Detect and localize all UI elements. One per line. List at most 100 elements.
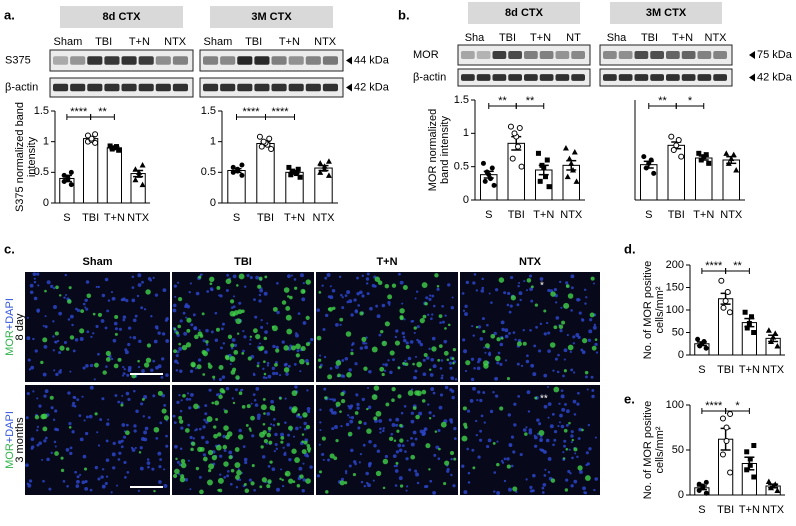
nucleus-dot: [432, 414, 436, 418]
nucleus-dot: [301, 489, 305, 493]
x-tick-label: T+N: [693, 209, 714, 221]
nucleus-dot: [488, 351, 491, 354]
nucleus-dot: [161, 357, 165, 361]
nucleus-dot: [395, 423, 399, 427]
nucleus-dot: [75, 307, 78, 311]
nucleus-dot: [499, 342, 504, 347]
nucleus-dot: [419, 342, 424, 347]
mor-cell: [120, 403, 124, 407]
nucleus-dot: [553, 430, 558, 434]
mor-cell: [375, 410, 382, 417]
lane-label: TBI: [499, 32, 516, 44]
mor-cell: [294, 457, 300, 463]
time-header-box: [210, 6, 333, 28]
x-tick-label: T+N: [284, 212, 305, 224]
nucleus-dot: [202, 339, 206, 343]
nucleus-dot: [430, 387, 435, 391]
significance-label: *: [688, 95, 693, 107]
mor-cell: [42, 426, 48, 432]
data-point: [509, 155, 516, 162]
nucleus-dot: [384, 454, 389, 459]
lane-label: Sham: [204, 36, 233, 48]
nucleus-dot: [541, 486, 545, 490]
nucleus-dot: [25, 416, 29, 420]
blot-band: [603, 74, 617, 81]
nucleus-dot: [95, 324, 99, 329]
nucleus-dot: [416, 481, 420, 485]
mor-cell: [305, 478, 311, 484]
mor-cell: [324, 396, 328, 400]
nucleus-dot: [473, 367, 476, 370]
data-point: [765, 327, 772, 333]
nucleus-dot: [395, 450, 400, 454]
mor-cell: [234, 474, 240, 480]
mor-cell: [235, 375, 240, 380]
y-tick-label: 1: [43, 136, 49, 148]
blot-band: [713, 51, 727, 59]
mor-cell: [137, 359, 140, 363]
data-point: [325, 172, 332, 178]
mor-cell: [113, 363, 119, 369]
mor-cell: [327, 307, 331, 311]
nucleus-dot: [477, 357, 482, 362]
nucleus-dot: [150, 314, 153, 318]
nucleus-dot: [165, 434, 168, 438]
blot-band: [322, 56, 338, 65]
nucleus-dot: [350, 313, 354, 317]
nucleus-dot: [231, 397, 234, 400]
mor-cell: [280, 440, 284, 444]
nucleus-dot: [118, 451, 122, 455]
mor-cell: [177, 296, 183, 302]
nucleus-dot: [157, 364, 162, 369]
data-point: [132, 176, 139, 183]
data-point: [673, 142, 680, 149]
nucleus-dot: [190, 323, 194, 327]
data-point: [564, 173, 571, 180]
nucleus-dot: [138, 339, 142, 344]
nucleus-dot: [354, 309, 358, 312]
mor-cell: [279, 477, 282, 481]
nucleus-dot: [266, 412, 271, 416]
nucleus-dot: [398, 448, 403, 453]
mor-cell: [591, 345, 597, 351]
nucleus-dot: [564, 402, 567, 406]
nucleus-dot: [52, 349, 55, 352]
nucleus-dot: [69, 446, 73, 450]
nucleus-dot: [283, 363, 288, 367]
nucleus-dot: [217, 393, 220, 396]
nucleus-dot: [472, 334, 476, 337]
mor-cell: [534, 303, 538, 307]
data-point: [230, 164, 236, 170]
nucleus-dot: [404, 359, 407, 362]
mor-cell: [405, 344, 410, 349]
nucleus-dot: [526, 390, 531, 395]
mor-cell: [196, 364, 202, 370]
nucleus-dot: [230, 347, 234, 350]
y-tick-label: 200: [666, 259, 684, 271]
nucleus-dot: [378, 419, 383, 423]
nucleus-dot: [574, 452, 577, 455]
nucleus-dot: [243, 335, 247, 339]
nucleus-dot: [101, 293, 106, 298]
nucleus-dot: [319, 408, 322, 411]
mor-cell: [186, 328, 191, 333]
nucleus-dot: [276, 310, 280, 315]
nucleus-dot: [122, 318, 126, 322]
nucleus-dot: [220, 327, 224, 331]
nucleus-dot: [369, 306, 373, 311]
nucleus-dot: [359, 290, 363, 295]
x-tick-label: TBI: [82, 212, 99, 224]
nucleus-dot: [576, 297, 580, 302]
mor-cell: [191, 441, 196, 446]
nucleus-dot: [137, 365, 141, 369]
nucleus-dot: [543, 373, 548, 378]
nucleus-dot: [306, 454, 310, 458]
nucleus-dot: [162, 288, 167, 293]
blot-band: [476, 51, 491, 59]
mor-cell: [561, 320, 566, 325]
nucleus-dot: [132, 318, 137, 323]
mor-cell: [280, 436, 285, 440]
bar: [722, 159, 740, 201]
nucleus-dot: [384, 363, 388, 367]
nucleus-dot: [449, 418, 453, 422]
